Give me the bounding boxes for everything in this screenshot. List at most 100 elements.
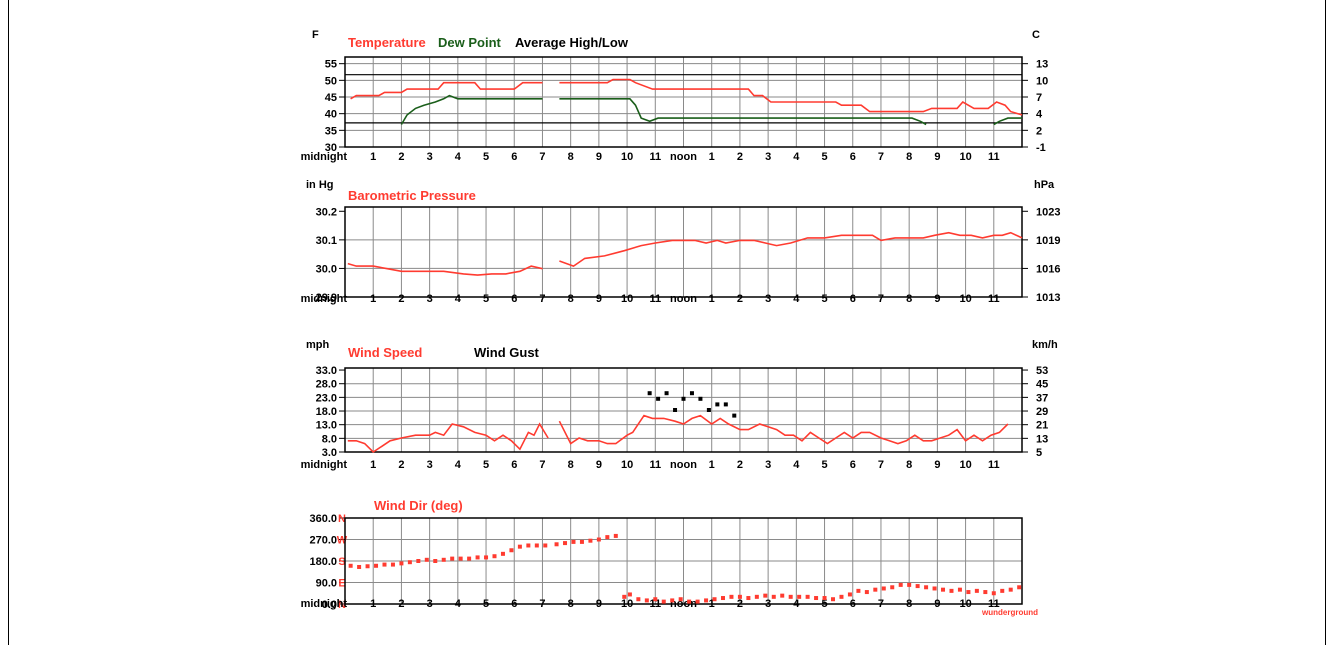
x-tick-label: 7 — [878, 293, 884, 305]
y-tick-label-right: 13 — [1036, 433, 1048, 445]
x-tick-label: 3 — [765, 293, 771, 305]
wind-speed-line — [347, 422, 549, 454]
wind-dir-deg--point — [605, 535, 610, 540]
dew-point-line — [400, 94, 543, 125]
wind-dir-deg--point — [746, 596, 751, 601]
wind-dir-deg--point — [932, 586, 937, 591]
wind-dir-deg--point — [771, 594, 776, 599]
wind-dir-deg--point — [983, 590, 988, 595]
wind-dir-deg--point — [458, 556, 463, 561]
x-tick-label: 7 — [878, 598, 884, 610]
x-tick-label: 7 — [878, 459, 884, 471]
wind-gust-point — [715, 402, 720, 407]
x-tick-label: 2 — [737, 598, 743, 610]
wind-dir-deg--point — [670, 598, 675, 603]
x-tick-label: 2 — [737, 151, 743, 163]
wind-dir-deg--point — [712, 597, 717, 602]
wind-dir-deg--point — [974, 588, 979, 593]
y-tick-label-left: 55 — [325, 59, 337, 71]
y-tick-label-right: 45 — [1036, 379, 1048, 391]
x-tick-label: 9 — [596, 459, 602, 471]
x-tick-label: 3 — [765, 598, 771, 610]
y-tick-label-left: 33.0 — [316, 365, 337, 377]
wind-dir-deg--point — [1017, 585, 1022, 590]
x-tick-label: 4 — [455, 598, 462, 610]
wind-dir-deg--point — [847, 592, 852, 597]
barometric-pressure-line — [559, 231, 1023, 267]
wind-dir-deg--point — [517, 544, 522, 549]
plot-border — [344, 206, 1023, 298]
x-tick-label: 3 — [427, 459, 433, 471]
temperature-line — [559, 78, 1023, 116]
wind-dir-deg--point — [873, 587, 878, 592]
y-tick-label-left: 30.1 — [316, 235, 337, 247]
x-tick-label: 7 — [539, 151, 545, 163]
wind-dir-deg--point — [433, 559, 438, 563]
x-tick-label: 8 — [906, 598, 912, 610]
unit-label-right: hPa — [1034, 179, 1055, 191]
x-tick-label: noon — [670, 459, 697, 471]
wind-dir-deg--point — [839, 594, 844, 599]
x-tick-label: 1 — [370, 459, 376, 471]
wind-dir-deg--point — [687, 599, 692, 604]
x-tick-label: 9 — [596, 293, 602, 305]
wind-dir-deg--point — [661, 599, 666, 604]
wind-dir-deg--point — [907, 582, 912, 587]
wind-dir-deg--point — [613, 533, 618, 538]
x-tick-label: 1 — [370, 293, 376, 305]
x-tick-label: 8 — [906, 459, 912, 471]
y-tick-label-left: 30.2 — [316, 206, 337, 218]
x-tick-label: 3 — [427, 598, 433, 610]
wind-dir-deg--point — [492, 554, 497, 559]
wind-dir-deg--point — [407, 560, 412, 565]
wind-dir-deg--point — [856, 588, 861, 593]
x-tick-label: 11 — [649, 598, 661, 610]
x-tick-label: 10 — [959, 598, 971, 610]
x-tick-label: 1 — [709, 598, 715, 610]
wind-dir-deg--point — [924, 585, 929, 590]
wind-dir-deg--point — [579, 539, 584, 544]
wind-dir-deg--point — [915, 584, 920, 589]
x-tick-label: 3 — [427, 293, 433, 305]
wind-dir-deg--point — [554, 542, 559, 547]
wind-dir-deg--point — [831, 597, 836, 602]
wind-dir-deg--point — [898, 582, 903, 587]
x-tick-label: 10 — [621, 293, 633, 305]
x-tick-label: 2 — [737, 459, 743, 471]
y-tick-label-right: -1 — [1036, 142, 1046, 154]
x-tick-label: 8 — [568, 293, 574, 305]
wind-dir-deg--point — [484, 555, 489, 560]
wind-gust-point — [647, 391, 652, 396]
unit-label-left: mph — [306, 339, 330, 351]
wind-dir-deg--point — [1008, 587, 1013, 592]
y-tick-label-left: 23.0 — [316, 392, 337, 404]
x-tick-label: 9 — [596, 151, 602, 163]
wind-dir-deg--point — [720, 596, 725, 601]
y-tick-label-left: 18.0 — [316, 406, 337, 418]
dew-point-line — [559, 98, 927, 126]
x-tick-label: 8 — [906, 151, 912, 163]
wind-dir-deg--point — [1000, 588, 1005, 593]
x-tick-label: 2 — [398, 598, 404, 610]
y-tick-label-left: 180.0 — [309, 556, 337, 568]
y-tick-label-left: 28.0 — [316, 379, 337, 391]
wind-dir-deg--point — [441, 557, 446, 562]
y-tick-label-left: 90.0 — [316, 578, 337, 590]
wind-dir-deg--point — [563, 541, 568, 546]
wind-gust-point — [698, 396, 703, 401]
wind-gust-point — [706, 408, 711, 412]
y-tick-label-left: 40 — [325, 109, 337, 121]
x-tick-label: 7 — [539, 598, 545, 610]
y-tick-label-left: 29.9 — [316, 292, 337, 304]
temperature-line — [350, 81, 543, 100]
wind-gust-point — [681, 396, 686, 401]
x-tick-label: 4 — [793, 151, 800, 163]
wind-dir-deg--point — [622, 594, 627, 599]
compass-label: N — [338, 513, 346, 525]
compass-label: E — [338, 578, 345, 590]
legend-wind-dir-deg-: Wind Dir (deg) — [374, 498, 463, 513]
x-tick-label: 5 — [821, 598, 827, 610]
x-tick-label: 11 — [649, 151, 661, 163]
x-tick-label: 10 — [621, 459, 633, 471]
